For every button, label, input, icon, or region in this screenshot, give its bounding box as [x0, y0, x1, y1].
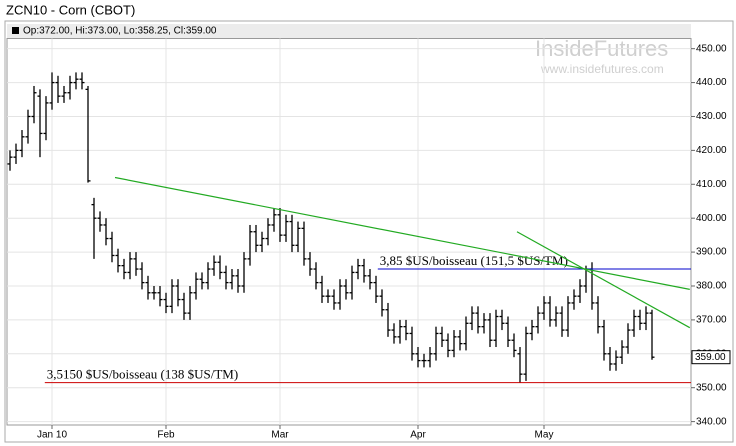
- trend-line: [516, 231, 691, 329]
- y-tick-label: 450.00: [696, 43, 727, 54]
- chart-frame: [4, 20, 734, 443]
- info-text: Op:372.00, Hi:373.00, Lo:358.25, Cl:359.…: [23, 26, 217, 37]
- y-tick-label: 340.00: [696, 416, 727, 427]
- x-tick-label: Jan 10: [37, 430, 67, 441]
- last-price-label: 359.00: [695, 352, 726, 363]
- y-tick-label: 380.00: [696, 281, 727, 292]
- y-tick-label: 420.00: [696, 145, 727, 156]
- plot-area: [6, 38, 692, 426]
- info-icon: [12, 27, 19, 34]
- level-label: 3,5150 $US/boisseau (138 $US/TM): [47, 367, 238, 382]
- y-tick-label: 370.00: [696, 315, 727, 326]
- trend-line: [114, 176, 690, 290]
- info-bar: [7, 24, 691, 38]
- watermark-url: www.insidefutures.com: [540, 62, 664, 76]
- x-tick-label: Mar: [271, 430, 289, 441]
- y-tick-label: 430.00: [696, 111, 727, 122]
- y-tick-label: 410.00: [696, 179, 727, 190]
- x-tick-label: Apr: [410, 430, 426, 441]
- last-price-box: [691, 350, 731, 365]
- y-tick-label: 390.00: [696, 247, 727, 258]
- chart-title: ZCN10 - Corn (CBOT): [6, 2, 135, 17]
- x-tick-label: Feb: [157, 430, 175, 441]
- y-tick-label: 400.00: [696, 213, 727, 224]
- x-tick-label: May: [535, 430, 554, 441]
- y-tick-label: 350.00: [696, 382, 727, 393]
- y-tick-label: 440.00: [696, 77, 727, 88]
